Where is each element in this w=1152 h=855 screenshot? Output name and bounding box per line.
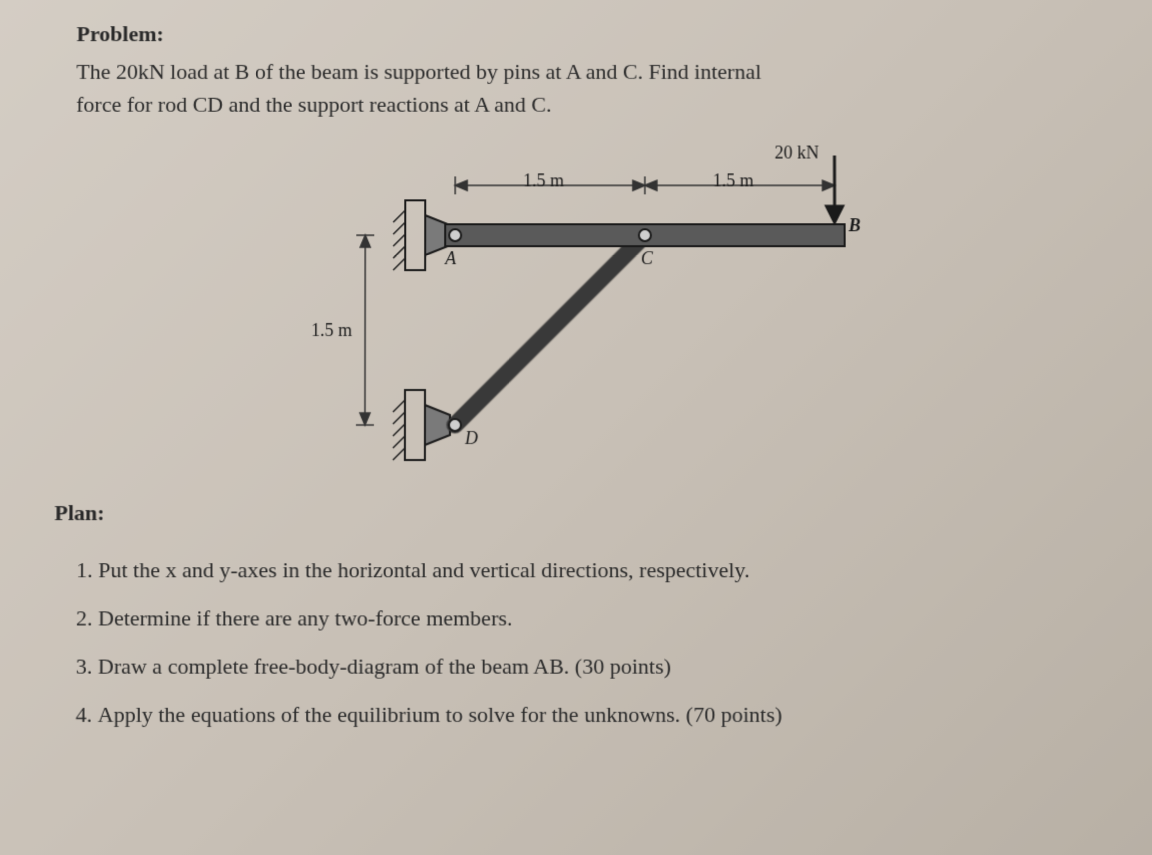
- wall-a: [393, 200, 425, 270]
- plan-item-4: Apply the equations of the equilibrium t…: [98, 693, 1094, 737]
- problem-line2: force for rod CD and the support reactio…: [76, 92, 551, 117]
- dim-cb-label: 1.5 m: [713, 170, 754, 191]
- load-label: 20 kN: [775, 143, 819, 164]
- problem-line1: The 20kN load at B of the beam is suppor…: [76, 59, 761, 84]
- label-b: B: [849, 215, 861, 236]
- label-c: C: [641, 248, 653, 269]
- wall-d: [393, 390, 425, 460]
- problem-text: The 20kN load at B of the beam is suppor…: [76, 55, 1091, 121]
- plan-item-1: Put the x and y-axes in the horizontal a…: [98, 548, 1093, 592]
- rod-cd: [455, 235, 645, 425]
- pin-d: [449, 419, 461, 431]
- plan-item-2: Determine if there are any two-force mem…: [98, 596, 1093, 640]
- problem-heading: Problem:: [76, 21, 1090, 47]
- diagram-svg: [305, 131, 865, 470]
- plan-heading: Plan:: [54, 500, 1092, 526]
- diagram: 1.5 m 1.5 m 1.5 m 20 kN A B C D: [305, 131, 865, 470]
- plan-item-3: Draw a complete free-body-diagram of the…: [98, 645, 1094, 689]
- label-a: A: [445, 248, 456, 269]
- dim-ad: [356, 235, 374, 425]
- dim-ad-label: 1.5 m: [311, 320, 352, 341]
- dim-ac-label: 1.5 m: [523, 170, 564, 191]
- label-d: D: [465, 428, 478, 449]
- pin-c: [639, 229, 651, 241]
- pin-a: [449, 229, 461, 241]
- plan-list: Put the x and y-axes in the horizontal a…: [73, 548, 1093, 737]
- load-arrow: [826, 156, 842, 223]
